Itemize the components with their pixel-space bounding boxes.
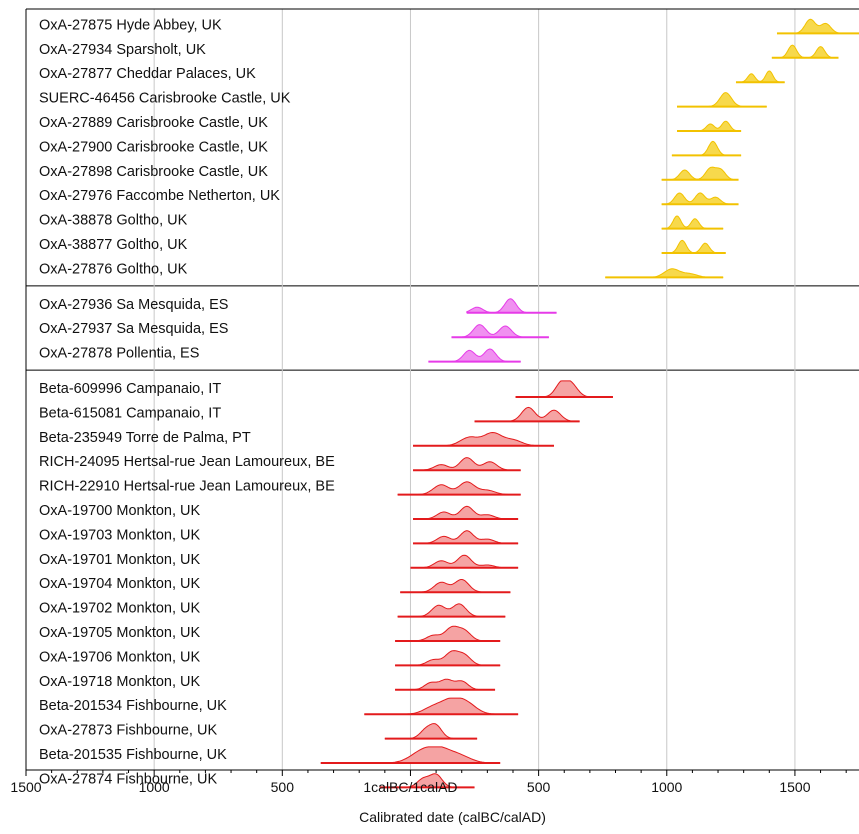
x-tick-label: 1500	[10, 779, 41, 795]
probability-distribution	[735, 70, 785, 83]
row-label: OxA-38878 Goltho, UK	[39, 213, 188, 229]
probability-distribution	[384, 723, 478, 740]
row-label: OxA-19705 Monkton, UK	[39, 625, 201, 641]
probability-distribution	[364, 697, 519, 715]
probability-distribution	[515, 380, 613, 398]
row-label: OxA-27875 Hyde Abbey, UK	[39, 17, 222, 33]
row-label: OxA-38877 Goltho, UK	[39, 237, 188, 253]
row-label: RICH-24095 Hertsal-rue Jean Lamoureux, B…	[39, 454, 335, 470]
probability-distribution	[677, 120, 742, 132]
row-label: Beta-201535 Fishbourne, UK	[39, 747, 227, 763]
row-label: OxA-27976 Faccombe Netherton, UK	[39, 188, 280, 204]
x-axis-title: Calibrated date (calBC/calAD)	[359, 809, 546, 825]
group-separators	[26, 285, 859, 371]
row-label: OxA-27936 Sa Mesquida, ES	[39, 297, 228, 313]
probability-distribution	[397, 603, 506, 618]
row-label: Beta-615081 Campanaio, IT	[39, 405, 221, 421]
row-label: OxA-27898 Carisbrooke Castle, UK	[39, 164, 268, 180]
probability-distribution	[661, 192, 739, 205]
x-tick-label: 1calBC/1calAD	[363, 779, 457, 795]
probability-distribution	[605, 268, 724, 278]
probability-distribution	[661, 215, 724, 230]
row-label: OxA-19700 Monkton, UK	[39, 503, 201, 519]
x-tick-label: 1500	[779, 779, 810, 795]
probability-distribution	[466, 298, 557, 314]
x-tick-label: 500	[271, 779, 295, 795]
row-label: OxA-19718 Monkton, UK	[39, 674, 201, 690]
plot-frame	[25, 8, 859, 771]
probability-distribution	[428, 348, 521, 363]
row-label: Beta-201534 Fishbourne, UK	[39, 698, 227, 714]
row-label: OxA-27876 Goltho, UK	[39, 261, 188, 277]
row-label: OxA-27900 Carisbrooke Castle, UK	[39, 139, 268, 155]
probability-distribution	[400, 579, 511, 593]
probability-distribution	[776, 18, 859, 34]
row-label: OxA-19706 Monkton, UK	[39, 649, 201, 665]
x-tick-label: 500	[527, 779, 551, 795]
x-tick-label: 1000	[139, 779, 170, 795]
probability-distribution	[474, 406, 580, 422]
row-label: Beta-235949 Torre de Palma, PT	[39, 430, 251, 446]
probability-distribution	[451, 324, 549, 338]
row-label: OxA-19701 Monkton, UK	[39, 552, 201, 568]
row-label: OxA-19703 Monkton, UK	[39, 527, 201, 543]
probability-distribution	[661, 166, 739, 181]
probability-distribution	[771, 44, 839, 59]
probability-distribution	[413, 530, 519, 544]
row-label: OxA-27873 Fishbourne, UK	[39, 723, 217, 739]
row-label: OxA-27889 Carisbrooke Castle, UK	[39, 115, 268, 131]
row-label: OxA-27937 Sa Mesquida, ES	[39, 321, 228, 337]
grid-lines	[153, 9, 796, 770]
probability-distribution	[397, 481, 521, 496]
distributions	[320, 18, 859, 789]
probability-distribution	[677, 92, 767, 108]
probability-distribution	[671, 140, 742, 156]
row-label: Beta-609996 Campanaio, IT	[39, 381, 221, 397]
row-label: OxA-27874 Fishbourne, UK	[39, 771, 217, 787]
probability-distribution	[413, 431, 554, 447]
row-label: RICH-22910 Hertsal-rue Jean Lamoureux, B…	[39, 479, 335, 495]
probability-distribution	[410, 554, 519, 569]
row-label: SUERC-46456 Carisbrooke Castle, UK	[39, 91, 291, 107]
row-label: OxA-27934 Sparsholt, UK	[39, 42, 206, 58]
row-label: OxA-19704 Monkton, UK	[39, 576, 201, 592]
row-label: OxA-27877 Cheddar Palaces, UK	[39, 66, 256, 82]
row-label: OxA-27878 Pollentia, ES	[39, 346, 199, 362]
x-axis: 1500 1000 500 1calBC/1calAD 500 1000 1500	[10, 770, 847, 795]
row-label: OxA-19702 Monkton, UK	[39, 601, 201, 617]
probability-distribution	[661, 239, 726, 254]
probability-distribution	[413, 505, 519, 520]
x-tick-label: 1000	[651, 779, 682, 795]
row-labels: OxA-27875 Hyde Abbey, UK OxA-27934 Sparsh…	[39, 17, 335, 787]
probability-distribution	[413, 457, 521, 471]
